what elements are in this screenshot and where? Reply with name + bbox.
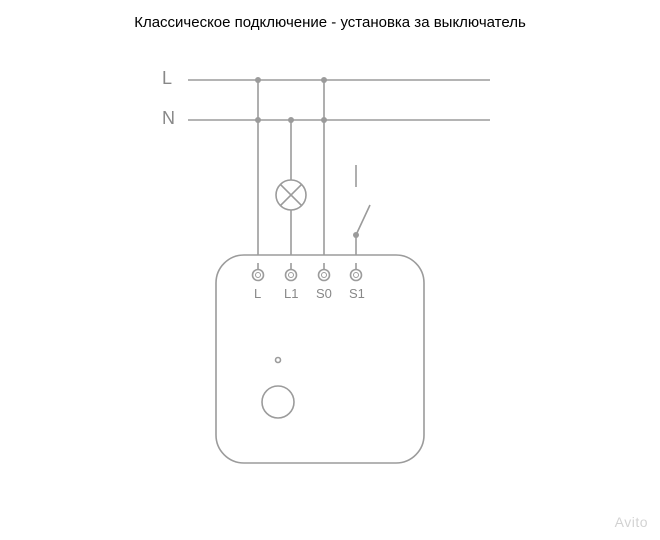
watermark: Avito (615, 514, 648, 530)
wiring-diagram (0, 0, 660, 540)
